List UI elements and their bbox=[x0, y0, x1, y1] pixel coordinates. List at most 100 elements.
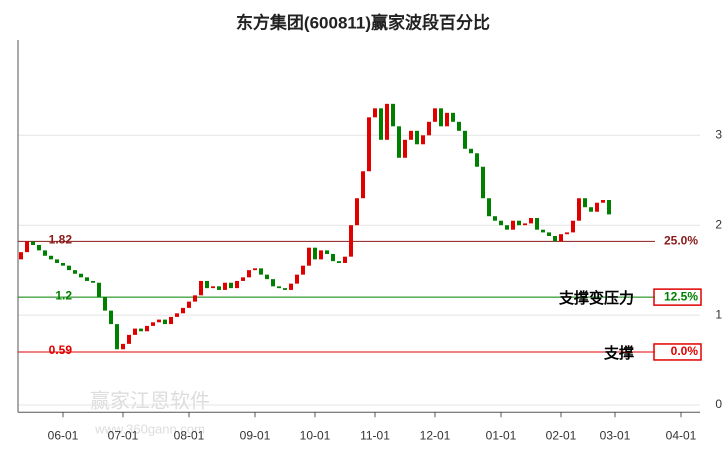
candle bbox=[211, 286, 215, 289]
level-percent: 0.0% bbox=[671, 344, 699, 358]
candle bbox=[193, 295, 197, 302]
candle bbox=[469, 148, 473, 154]
candle bbox=[421, 135, 425, 145]
candle bbox=[253, 268, 257, 271]
candle bbox=[31, 241, 35, 245]
level-box bbox=[653, 288, 702, 306]
candle bbox=[25, 241, 29, 253]
candle bbox=[583, 198, 587, 208]
candle bbox=[301, 265, 305, 275]
candle bbox=[283, 288, 287, 290]
y-tick-label: 2 bbox=[715, 217, 722, 231]
candle bbox=[73, 270, 77, 274]
candle bbox=[379, 108, 383, 140]
y-tick-label: 3 bbox=[715, 127, 722, 141]
candle bbox=[259, 268, 263, 275]
level-value: 1.2 bbox=[55, 288, 72, 302]
candle bbox=[325, 250, 329, 254]
x-tick-label: 01-01 bbox=[486, 428, 517, 442]
candle bbox=[451, 112, 455, 122]
x-tick-label: 08-01 bbox=[174, 428, 205, 442]
candle bbox=[265, 274, 269, 280]
candle bbox=[553, 235, 557, 242]
candle bbox=[427, 121, 431, 136]
candle bbox=[103, 297, 107, 311]
candle bbox=[85, 277, 89, 281]
candle bbox=[343, 256, 347, 263]
candle bbox=[235, 280, 239, 289]
candle bbox=[205, 280, 209, 289]
x-tick-label: 02-01 bbox=[546, 428, 577, 442]
candle bbox=[349, 225, 353, 257]
level-annotation: 支撑 bbox=[603, 344, 634, 362]
candle bbox=[481, 166, 485, 199]
chart-title: 东方集团(600811)赢家波段百分比 bbox=[236, 12, 490, 32]
candle bbox=[61, 262, 65, 266]
candle bbox=[391, 103, 395, 127]
candle bbox=[307, 247, 311, 266]
candle bbox=[529, 218, 533, 224]
candle bbox=[511, 220, 515, 230]
candle bbox=[565, 232, 569, 235]
candle bbox=[199, 280, 203, 296]
candle bbox=[187, 301, 191, 308]
x-tick-label: 11-01 bbox=[360, 428, 390, 442]
candle bbox=[109, 310, 113, 325]
candle bbox=[361, 171, 365, 199]
candle bbox=[115, 324, 119, 350]
candle bbox=[499, 220, 503, 226]
candle bbox=[133, 328, 137, 335]
level-percent: 25.0% bbox=[664, 234, 698, 248]
candle bbox=[601, 200, 605, 203]
candle bbox=[139, 328, 143, 332]
x-tick-label: 06-01 bbox=[48, 428, 79, 442]
candle bbox=[331, 253, 335, 262]
candle bbox=[37, 244, 41, 251]
candle bbox=[19, 252, 23, 260]
candle bbox=[607, 200, 611, 215]
candle bbox=[289, 283, 293, 290]
candle bbox=[577, 198, 581, 221]
candle bbox=[433, 108, 437, 122]
candle bbox=[91, 280, 95, 283]
candle bbox=[169, 316, 173, 325]
candle bbox=[181, 307, 185, 314]
candle bbox=[373, 108, 377, 118]
candle bbox=[79, 273, 83, 278]
y-tick-label: 1 bbox=[715, 307, 722, 321]
candle bbox=[223, 282, 227, 290]
candle bbox=[589, 207, 593, 212]
candle bbox=[547, 232, 551, 236]
x-tick-label: 03-01 bbox=[600, 428, 631, 442]
candle bbox=[493, 216, 497, 221]
candle bbox=[67, 265, 71, 271]
x-tick-label: 04-01 bbox=[666, 428, 697, 442]
candle bbox=[127, 334, 131, 344]
candle bbox=[55, 259, 59, 263]
x-tick-label: 07-01 bbox=[108, 428, 139, 442]
candle bbox=[403, 139, 407, 158]
x-tick-label: 09-01 bbox=[240, 428, 271, 442]
candle bbox=[229, 282, 233, 289]
candle bbox=[541, 229, 545, 233]
x-tick-label: 10-01 bbox=[300, 428, 331, 442]
candle bbox=[355, 198, 359, 226]
level-annotation: 支撑变压力 bbox=[558, 289, 634, 307]
candle bbox=[559, 234, 563, 242]
candle bbox=[487, 198, 491, 217]
candle bbox=[571, 220, 575, 233]
watermark: 赢家江恩软件 bbox=[90, 389, 210, 412]
candle bbox=[535, 218, 539, 230]
candle bbox=[241, 277, 245, 281]
level-percent: 12.5% bbox=[664, 289, 698, 303]
candle bbox=[523, 223, 527, 226]
candle bbox=[517, 220, 521, 226]
candle bbox=[145, 325, 149, 332]
candle bbox=[319, 250, 323, 260]
candle bbox=[163, 319, 167, 325]
candle bbox=[415, 130, 419, 145]
candle bbox=[475, 153, 479, 167]
candle bbox=[175, 313, 179, 317]
level-box bbox=[653, 343, 702, 361]
level-value: 0.59 bbox=[49, 343, 73, 357]
